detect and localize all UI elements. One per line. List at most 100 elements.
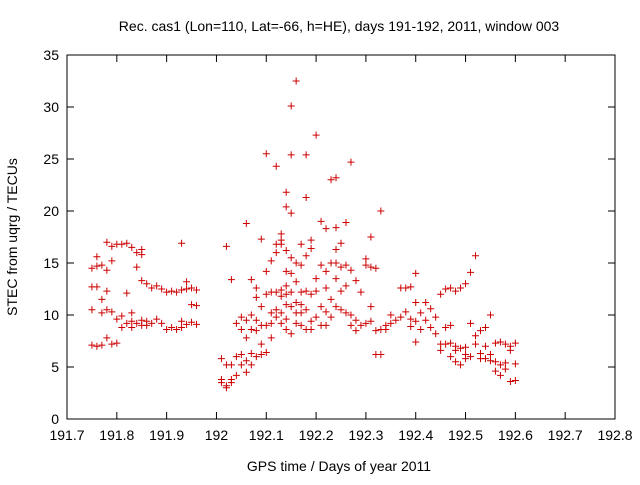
data-point [347, 311, 355, 319]
data-point [103, 334, 111, 342]
data-point [148, 319, 156, 327]
data-point [252, 316, 260, 324]
data-point [432, 330, 440, 338]
data-point [193, 320, 201, 328]
data-point [501, 359, 509, 367]
data-point [437, 290, 445, 298]
data-point [297, 288, 305, 296]
y-tick-label: 30 [43, 99, 59, 115]
y-tick-label: 10 [43, 307, 59, 323]
x-tick-label: 191.7 [49, 427, 84, 443]
data-point [93, 253, 101, 261]
data-point [242, 316, 250, 324]
data-point [412, 317, 420, 325]
data-point [506, 346, 514, 354]
data-point [322, 321, 330, 329]
data-point [352, 316, 360, 324]
data-point [282, 188, 290, 196]
data-point [511, 360, 519, 368]
data-point [267, 319, 275, 327]
x-tick-label: 192.1 [249, 427, 284, 443]
data-point [297, 240, 305, 248]
data-point [108, 340, 116, 348]
data-point [302, 151, 310, 159]
data-point [447, 339, 455, 347]
data-point [277, 230, 285, 238]
data-point [457, 361, 465, 369]
data-point [481, 323, 489, 331]
data-point [332, 259, 340, 267]
data-point [267, 309, 275, 317]
data-point [432, 313, 440, 321]
data-point [302, 252, 310, 260]
data-point [352, 327, 360, 335]
data-point [168, 287, 176, 295]
data-point [222, 384, 230, 392]
data-point [292, 278, 300, 286]
data-point [307, 317, 315, 325]
x-tick-label: 192.5 [448, 427, 483, 443]
x-tick-label: 192.2 [299, 427, 334, 443]
x-tick-label: 192.8 [597, 427, 632, 443]
data-point [118, 312, 126, 320]
data-point [297, 261, 305, 269]
data-point [447, 284, 455, 292]
data-point [511, 377, 519, 385]
data-point [491, 339, 499, 347]
data-point [128, 323, 136, 331]
data-point [88, 264, 96, 272]
data-point [292, 319, 300, 327]
data-point [103, 238, 111, 246]
data-point [452, 287, 460, 295]
x-tick-label: 192.4 [398, 427, 433, 443]
data-point [367, 263, 375, 271]
data-point [422, 299, 430, 307]
data-point [337, 287, 345, 295]
data-point [307, 290, 315, 298]
data-point [452, 346, 460, 354]
data-point [467, 268, 475, 276]
data-point [242, 219, 250, 227]
data-point [422, 316, 430, 324]
data-point [442, 285, 450, 293]
y-tick-label: 15 [43, 255, 59, 271]
data-point [362, 255, 370, 263]
data-point [342, 218, 350, 226]
data-point [133, 263, 141, 271]
data-point [312, 287, 320, 295]
data-point [93, 262, 101, 270]
data-point [427, 323, 435, 331]
data-point [232, 371, 240, 379]
data-point [237, 351, 245, 359]
data-point [282, 203, 290, 211]
data-point [232, 319, 240, 327]
data-point [98, 309, 106, 317]
data-point [332, 174, 340, 182]
data-point [457, 284, 465, 292]
data-point [322, 225, 330, 233]
data-point [173, 326, 181, 334]
data-point [163, 326, 171, 334]
data-point [257, 235, 265, 243]
data-point [257, 303, 265, 311]
data-point [387, 319, 395, 327]
data-point [227, 276, 235, 284]
data-point [332, 224, 340, 232]
data-point [282, 290, 290, 298]
data-point [377, 207, 385, 215]
data-point [168, 323, 176, 331]
data-point [247, 326, 255, 334]
data-point [362, 261, 370, 269]
data-point [312, 313, 320, 321]
data-point [307, 236, 315, 244]
data-point [188, 301, 196, 309]
data-point [496, 338, 504, 346]
data-point [188, 284, 196, 292]
data-point [367, 233, 375, 241]
y-tick-label: 35 [43, 47, 59, 63]
data-point [272, 306, 280, 314]
data-point [178, 323, 186, 331]
data-point [417, 309, 425, 317]
data-point [427, 305, 435, 313]
data-point [277, 240, 285, 248]
